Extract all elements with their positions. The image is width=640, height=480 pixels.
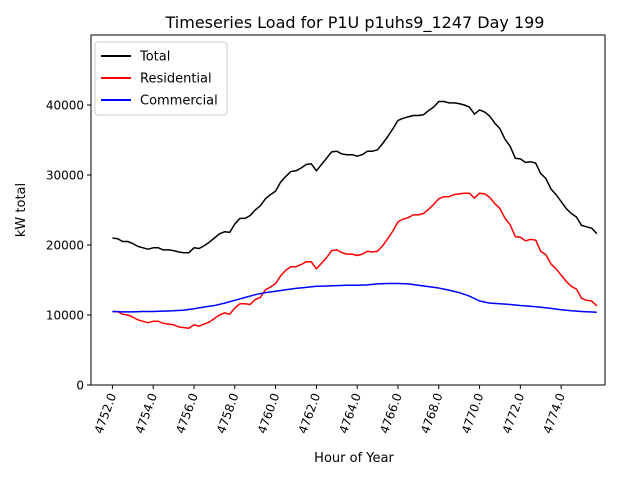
x-axis-label: Hour of Year xyxy=(314,451,394,466)
axes-frame xyxy=(90,34,606,386)
y-tick-label: 30000 xyxy=(46,169,84,183)
y-tick-label: 20000 xyxy=(46,239,84,253)
y-tick-label: 10000 xyxy=(46,309,84,323)
legend-label-commercial: Commercial xyxy=(140,94,218,109)
series-line-residential xyxy=(112,192,598,330)
legend: Total Residential Commercial xyxy=(94,41,228,116)
series-line-total xyxy=(112,100,598,254)
chart-title: Timeseries Load for P1U p1uhs9_1247 Day … xyxy=(165,13,545,33)
legend-label-total: Total xyxy=(139,50,170,65)
y-tick-label: 40000 xyxy=(46,99,84,113)
series-lines xyxy=(112,100,598,330)
legend-box xyxy=(94,41,228,116)
y-tick-label: 0 xyxy=(76,379,84,393)
legend-label-residential: Residential xyxy=(140,72,212,87)
y-axis-label: kW total xyxy=(14,183,29,237)
series-line-commercial xyxy=(112,282,597,313)
plot-area xyxy=(90,34,606,386)
y-axis: 0 10000 20000 30000 40000 xyxy=(46,99,91,393)
